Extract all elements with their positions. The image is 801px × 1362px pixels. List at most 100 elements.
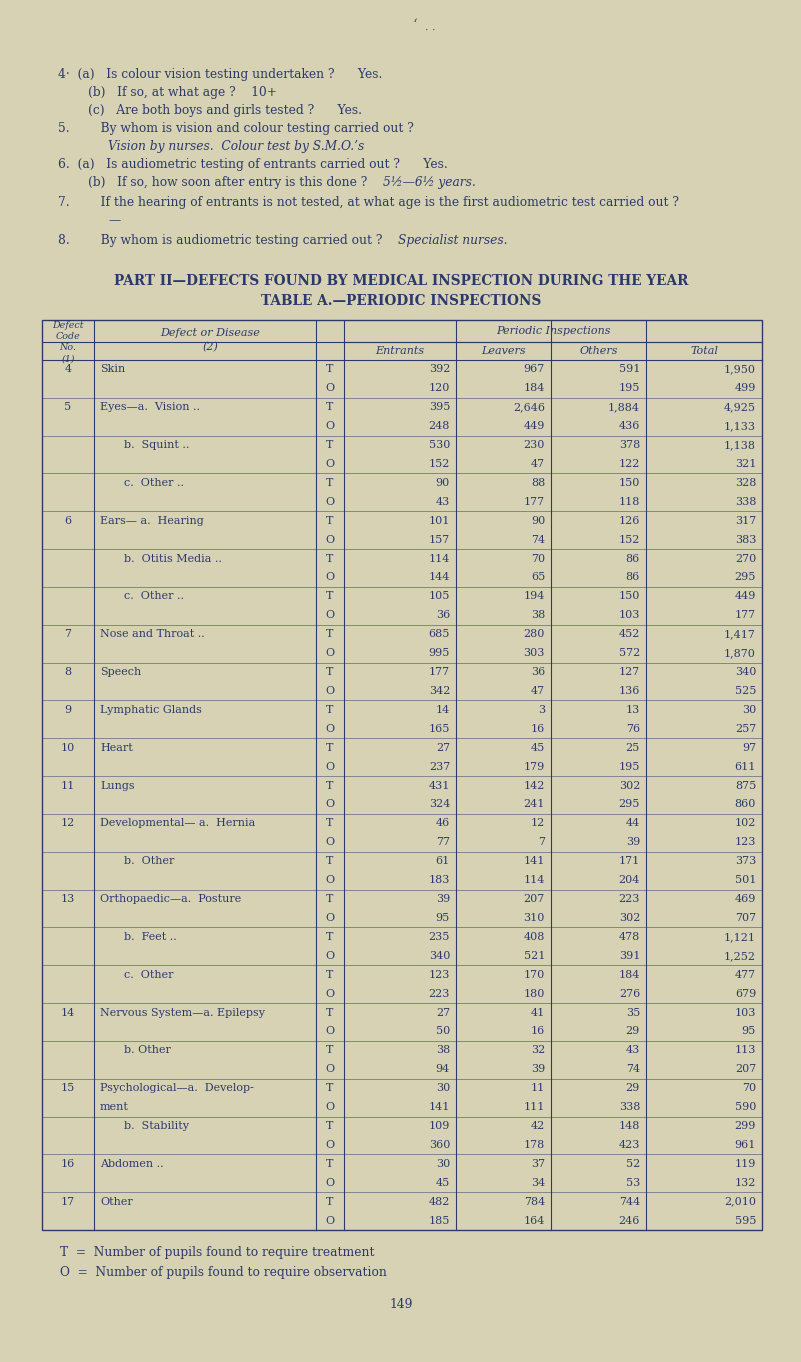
Text: 74: 74 (531, 535, 545, 545)
Text: 123: 123 (735, 838, 756, 847)
Text: 47: 47 (531, 459, 545, 469)
Text: Nervous System—a. Epilepsy: Nervous System—a. Epilepsy (100, 1008, 265, 1017)
Text: Other: Other (100, 1197, 133, 1207)
Text: 591: 591 (618, 365, 640, 375)
Text: Defect
Code
No.
(1): Defect Code No. (1) (52, 321, 84, 364)
Text: 784: 784 (524, 1197, 545, 1207)
Text: 391: 391 (618, 951, 640, 960)
Text: (b)   If so, how soon after entry is this done ?: (b) If so, how soon after entry is this … (88, 176, 391, 189)
Text: 119: 119 (735, 1159, 756, 1169)
Text: 499: 499 (735, 383, 756, 394)
Text: O: O (325, 761, 335, 772)
Text: 12: 12 (531, 819, 545, 828)
Text: 195: 195 (618, 383, 640, 394)
Text: TABLE A.—PERIODIC INSPECTIONS: TABLE A.—PERIODIC INSPECTIONS (261, 294, 541, 308)
Text: 30: 30 (742, 706, 756, 715)
Text: 12: 12 (61, 819, 75, 828)
Text: Skin: Skin (100, 365, 125, 375)
Text: 241: 241 (524, 799, 545, 809)
Text: O: O (325, 459, 335, 469)
Text: Nose and Throat ..: Nose and Throat .. (100, 629, 205, 639)
Text: 572: 572 (618, 648, 640, 658)
Text: 184: 184 (524, 383, 545, 394)
Text: T: T (326, 1045, 334, 1056)
Text: Developmental— a.  Hernia: Developmental— a. Hernia (100, 819, 256, 828)
Text: 53: 53 (626, 1178, 640, 1188)
Text: 378: 378 (618, 440, 640, 449)
Text: 120: 120 (429, 383, 450, 394)
Text: 230: 230 (524, 440, 545, 449)
Text: O: O (325, 572, 335, 583)
Text: T: T (326, 553, 334, 564)
Text: O: O (325, 686, 335, 696)
Text: 70: 70 (531, 553, 545, 564)
Text: 177: 177 (429, 667, 450, 677)
Text: O: O (325, 723, 335, 734)
Text: 248: 248 (429, 421, 450, 432)
Text: Specialist nurses.: Specialist nurses. (398, 234, 508, 247)
Text: 423: 423 (618, 1140, 640, 1150)
Text: 157: 157 (429, 535, 450, 545)
Text: Vision by nurses.  Colour test by S.M.O.’s: Vision by nurses. Colour test by S.M.O.’… (108, 140, 364, 153)
Text: 37: 37 (531, 1159, 545, 1169)
Text: 123: 123 (429, 970, 450, 979)
Text: T: T (326, 780, 334, 790)
Text: T: T (326, 478, 334, 488)
Text: 207: 207 (735, 1064, 756, 1075)
Text: 52: 52 (626, 1159, 640, 1169)
Text: 707: 707 (735, 913, 756, 923)
Text: 183: 183 (429, 876, 450, 885)
Text: T: T (326, 932, 334, 943)
Text: O  =  Number of pupils found to require observation: O = Number of pupils found to require ob… (60, 1267, 387, 1279)
Text: 118: 118 (618, 497, 640, 507)
Text: 338: 338 (735, 497, 756, 507)
Text: 302: 302 (618, 780, 640, 790)
Text: 237: 237 (429, 761, 450, 772)
Text: 109: 109 (429, 1121, 450, 1130)
Text: 4: 4 (64, 365, 71, 375)
Text: 235: 235 (429, 932, 450, 943)
Text: 223: 223 (618, 893, 640, 904)
Text: 679: 679 (735, 989, 756, 998)
Text: 170: 170 (524, 970, 545, 979)
Text: 478: 478 (618, 932, 640, 943)
Text: 270: 270 (735, 553, 756, 564)
Text: O: O (325, 1178, 335, 1188)
Text: 97: 97 (742, 742, 756, 753)
Text: Leavers: Leavers (481, 346, 525, 355)
Text: 44: 44 (626, 819, 640, 828)
Text: 2,646: 2,646 (513, 402, 545, 413)
Text: 122: 122 (618, 459, 640, 469)
Text: 7.        If the hearing of entrants is not tested, at what age is the first aud: 7. If the hearing of entrants is not tes… (58, 196, 679, 208)
Text: 207: 207 (524, 893, 545, 904)
Text: O: O (325, 610, 335, 620)
Text: b.  Stability: b. Stability (124, 1121, 189, 1130)
Text: T: T (326, 591, 334, 602)
Text: 38: 38 (436, 1045, 450, 1056)
Text: T: T (326, 440, 334, 449)
Text: 338: 338 (618, 1102, 640, 1111)
Text: Lungs: Lungs (100, 780, 135, 790)
Text: 39: 39 (436, 893, 450, 904)
Text: 360: 360 (429, 1140, 450, 1150)
Text: 35: 35 (626, 1008, 640, 1017)
Text: 4,925: 4,925 (724, 402, 756, 413)
Text: 30: 30 (436, 1159, 450, 1169)
Text: —: — (108, 214, 120, 227)
Text: 86: 86 (626, 553, 640, 564)
Text: b.  Squint ..: b. Squint .. (124, 440, 189, 449)
Text: 1,950: 1,950 (724, 365, 756, 375)
Text: 340: 340 (429, 951, 450, 960)
Text: 317: 317 (735, 516, 756, 526)
Text: 126: 126 (618, 516, 640, 526)
Text: 34: 34 (531, 1178, 545, 1188)
Text: 11: 11 (531, 1083, 545, 1094)
Text: 11: 11 (61, 780, 75, 790)
Text: 142: 142 (524, 780, 545, 790)
Text: T: T (326, 402, 334, 413)
Text: 47: 47 (531, 686, 545, 696)
Text: 114: 114 (429, 553, 450, 564)
Text: 74: 74 (626, 1064, 640, 1075)
Text: 482: 482 (429, 1197, 450, 1207)
Text: 180: 180 (524, 989, 545, 998)
